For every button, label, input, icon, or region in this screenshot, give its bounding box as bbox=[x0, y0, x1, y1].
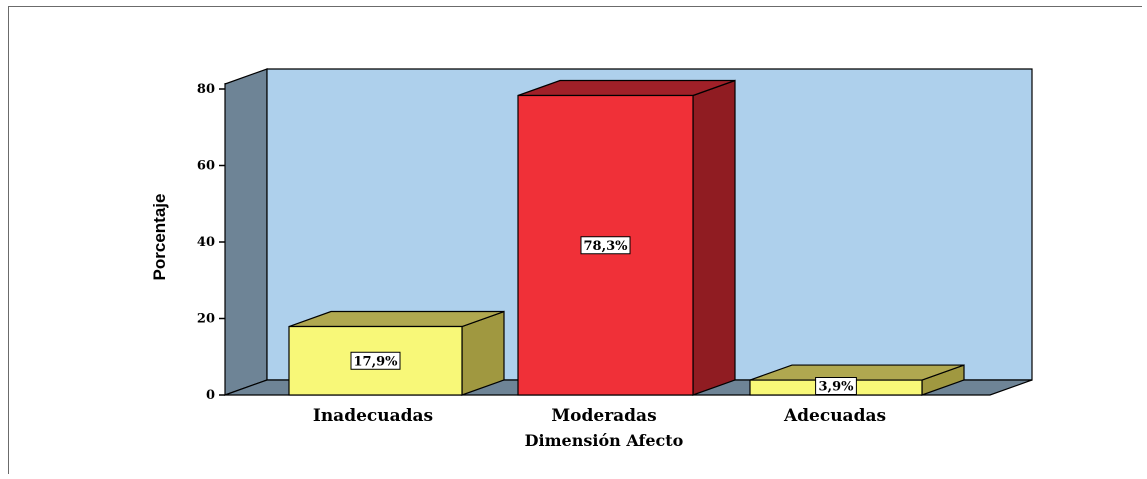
x-category-label: Inadecuadas bbox=[313, 406, 433, 426]
chart-left-wall bbox=[224, 68, 268, 396]
bar-side bbox=[692, 79, 736, 396]
y-axis-ticks: 0 20 40 60 80 bbox=[197, 82, 225, 403]
x-category-label: Moderadas bbox=[551, 406, 656, 426]
bar-adecuadas: 3,9% bbox=[749, 364, 965, 396]
data-label: 78,3% bbox=[583, 239, 628, 254]
y-tick-label: 60 bbox=[197, 159, 215, 174]
bar-inadecuadas: 17,9% bbox=[288, 310, 505, 396]
data-label-box bbox=[580, 236, 631, 255]
y-tick-label: 40 bbox=[197, 235, 215, 250]
bar-moderadas: 78,3% bbox=[517, 79, 736, 396]
chart-frame bbox=[8, 6, 1142, 474]
y-axis-title: Porcentaje bbox=[150, 194, 169, 281]
x-axis-title: Dimensión Afecto bbox=[525, 431, 684, 450]
x-axis-categories: Inadecuadas Moderadas Adecuadas bbox=[313, 406, 886, 426]
x-category-label: Adecuadas bbox=[783, 406, 886, 426]
data-label: 17,9% bbox=[353, 354, 398, 369]
y-tick-label: 20 bbox=[197, 312, 215, 327]
y-tick-label: 0 bbox=[206, 388, 215, 403]
data-label: 3,9% bbox=[819, 380, 855, 395]
y-tick-label: 80 bbox=[197, 82, 215, 97]
data-label-box bbox=[815, 377, 857, 395]
data-label-box bbox=[350, 351, 401, 370]
bars: 17,9% 78,3% 3,9% bbox=[288, 79, 965, 396]
